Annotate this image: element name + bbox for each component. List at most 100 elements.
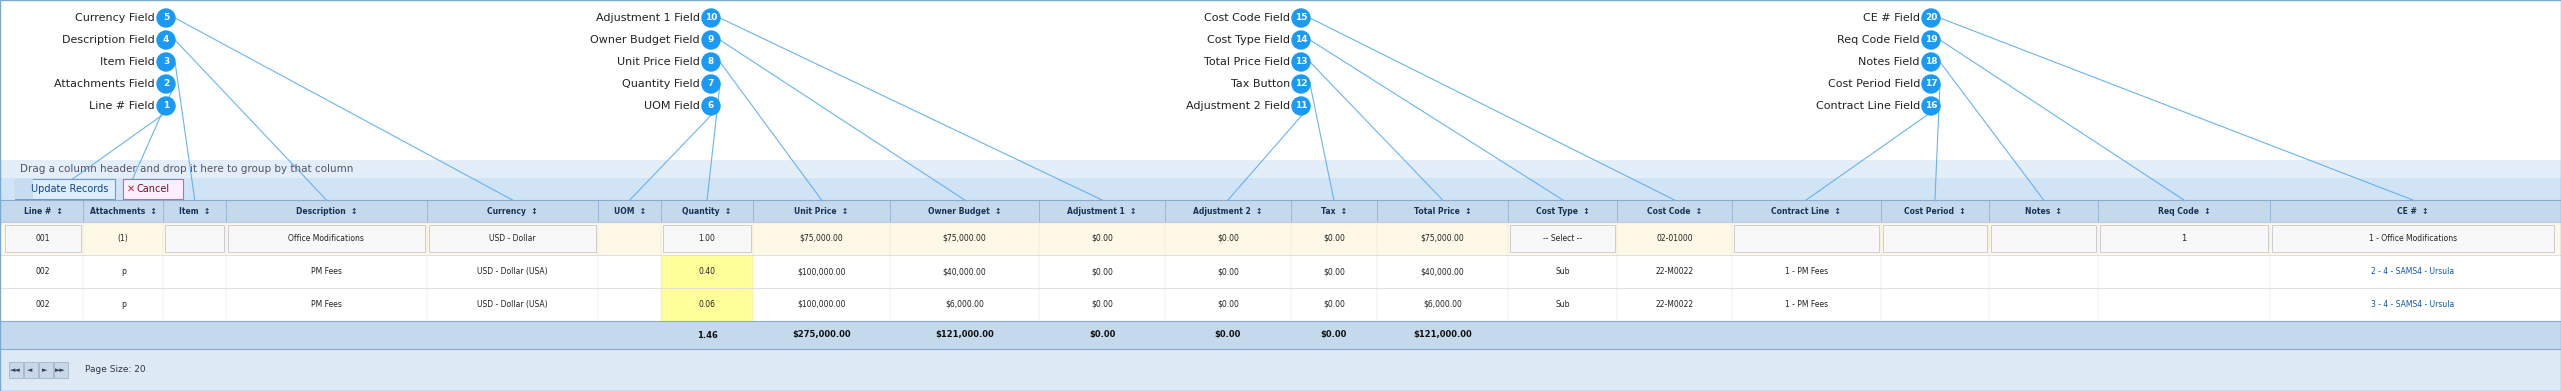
Text: 22-M0022: 22-M0022 xyxy=(1654,267,1693,276)
Text: Adjustment 1 Field: Adjustment 1 Field xyxy=(597,13,699,23)
Circle shape xyxy=(156,31,174,49)
Bar xyxy=(0,178,2561,200)
Text: $0.00: $0.00 xyxy=(1324,234,1345,243)
Text: Notes  ↕: Notes ↕ xyxy=(2026,206,2062,215)
Bar xyxy=(5,225,82,252)
Text: 14: 14 xyxy=(1296,36,1306,45)
Bar xyxy=(0,288,2561,321)
Text: -- Select --: -- Select -- xyxy=(1544,234,1583,243)
Bar xyxy=(2272,225,2553,252)
Text: 4: 4 xyxy=(164,36,169,45)
Text: Tax Button: Tax Button xyxy=(1232,79,1291,89)
Text: Owner Budget  ↕: Owner Budget ↕ xyxy=(927,206,1001,215)
Text: $40,000.00: $40,000.00 xyxy=(942,267,986,276)
Text: 002: 002 xyxy=(36,267,51,276)
Text: $0.00: $0.00 xyxy=(1324,267,1345,276)
Text: $0.00: $0.00 xyxy=(1216,300,1240,309)
Bar xyxy=(663,225,750,252)
Bar xyxy=(428,225,597,252)
Text: 19: 19 xyxy=(1926,36,1936,45)
Text: Unit Price  ↕: Unit Price ↕ xyxy=(794,206,848,215)
Bar xyxy=(15,179,33,199)
Text: Quantity Field: Quantity Field xyxy=(622,79,699,89)
Bar xyxy=(661,288,753,321)
Text: Description Field: Description Field xyxy=(61,35,156,45)
Text: 0.06: 0.06 xyxy=(699,300,715,309)
Text: Currency Field: Currency Field xyxy=(74,13,156,23)
Bar xyxy=(0,0,2561,160)
Text: Req Code  ↕: Req Code ↕ xyxy=(2156,206,2210,215)
Text: USD - Dollar (USA): USD - Dollar (USA) xyxy=(476,300,548,309)
Text: $75,000.00: $75,000.00 xyxy=(942,234,986,243)
Text: $0.00: $0.00 xyxy=(1091,300,1114,309)
Text: 1 - PM Fees: 1 - PM Fees xyxy=(1785,300,1829,309)
Text: Drag a column header and drop it here to group by that column: Drag a column header and drop it here to… xyxy=(20,164,353,174)
Text: $75,000.00: $75,000.00 xyxy=(1421,234,1465,243)
Text: CE #  ↕: CE # ↕ xyxy=(2397,206,2428,215)
Circle shape xyxy=(156,53,174,71)
Text: $6,000.00: $6,000.00 xyxy=(1424,300,1462,309)
Text: $0.00: $0.00 xyxy=(1324,300,1345,309)
Text: Currency  ↕: Currency ↕ xyxy=(487,206,538,215)
Circle shape xyxy=(702,53,720,71)
Text: 3 - 4 - SAMS4 - Ursula: 3 - 4 - SAMS4 - Ursula xyxy=(2371,300,2453,309)
Circle shape xyxy=(702,75,720,93)
Text: Line # Field: Line # Field xyxy=(90,101,156,111)
Text: 18: 18 xyxy=(1926,57,1936,66)
Text: Total Price Field: Total Price Field xyxy=(1204,57,1291,67)
Text: Adjustment 2 Field: Adjustment 2 Field xyxy=(1186,101,1291,111)
Text: 1: 1 xyxy=(2182,234,2187,243)
Text: Page Size: 20: Page Size: 20 xyxy=(85,366,146,375)
Text: 15: 15 xyxy=(1296,14,1306,23)
Text: CE # Field: CE # Field xyxy=(1862,13,1921,23)
Text: 001: 001 xyxy=(36,234,51,243)
Circle shape xyxy=(702,9,720,27)
Text: USD - Dollar (USA): USD - Dollar (USA) xyxy=(476,267,548,276)
Text: 16: 16 xyxy=(1926,102,1936,111)
Bar xyxy=(0,349,2561,391)
Text: 5: 5 xyxy=(164,14,169,23)
Circle shape xyxy=(1921,31,1941,49)
Text: Update Records: Update Records xyxy=(31,184,108,194)
Text: 1 - Office Modifications: 1 - Office Modifications xyxy=(2369,234,2456,243)
Text: 11: 11 xyxy=(1296,102,1306,111)
Bar xyxy=(10,362,23,378)
Text: Sub: Sub xyxy=(1555,267,1570,276)
Bar xyxy=(38,362,54,378)
Text: 8: 8 xyxy=(707,57,715,66)
Text: $0.00: $0.00 xyxy=(1321,330,1347,339)
Text: 10: 10 xyxy=(704,14,717,23)
Circle shape xyxy=(1291,97,1311,115)
Text: Adjustment 1  ↕: Adjustment 1 ↕ xyxy=(1068,206,1137,215)
Bar xyxy=(0,222,2561,255)
Bar xyxy=(0,200,2561,222)
Bar xyxy=(0,160,2561,178)
Text: 1.46: 1.46 xyxy=(697,330,717,339)
Bar xyxy=(1734,225,1880,252)
Text: Adjustment 2  ↕: Adjustment 2 ↕ xyxy=(1193,206,1263,215)
Bar xyxy=(1511,225,1616,252)
Circle shape xyxy=(702,97,720,115)
Text: 17: 17 xyxy=(1926,79,1936,88)
Bar xyxy=(123,179,182,199)
Text: PM Fees: PM Fees xyxy=(310,300,341,309)
Bar xyxy=(1882,225,1987,252)
Text: Unit Price Field: Unit Price Field xyxy=(617,57,699,67)
Text: Owner Budget Field: Owner Budget Field xyxy=(592,35,699,45)
Text: $0.00: $0.00 xyxy=(1216,267,1240,276)
Text: 2: 2 xyxy=(164,79,169,88)
Text: p: p xyxy=(120,267,125,276)
Bar xyxy=(1992,225,2095,252)
Circle shape xyxy=(156,97,174,115)
Text: $275,000.00: $275,000.00 xyxy=(791,330,850,339)
Text: USD - Dollar: USD - Dollar xyxy=(489,234,535,243)
Text: 6: 6 xyxy=(707,102,715,111)
Text: 3: 3 xyxy=(164,57,169,66)
Text: 20: 20 xyxy=(1926,14,1936,23)
Text: UOM Field: UOM Field xyxy=(645,101,699,111)
Circle shape xyxy=(702,31,720,49)
Text: Cost Type  ↕: Cost Type ↕ xyxy=(1537,206,1590,215)
Text: $121,000.00: $121,000.00 xyxy=(935,330,994,339)
Circle shape xyxy=(1291,9,1311,27)
Circle shape xyxy=(1291,75,1311,93)
